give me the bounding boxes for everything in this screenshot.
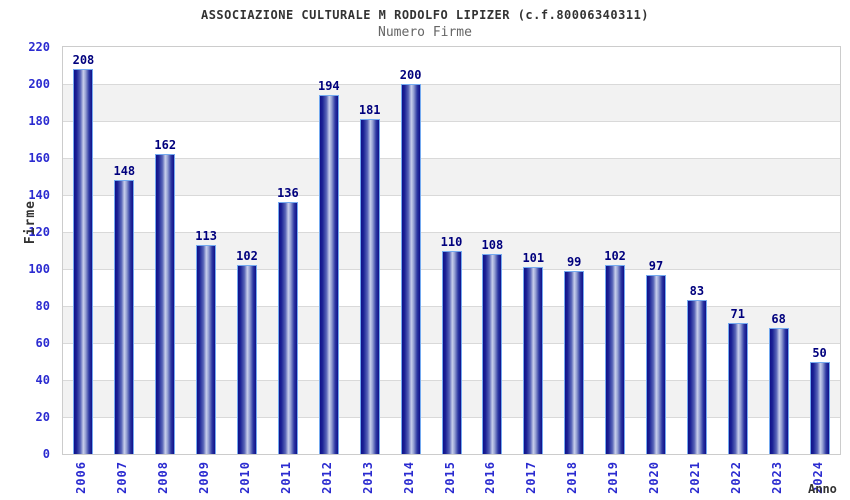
y-tick-label: 200 (28, 77, 50, 91)
bar-value-label: 110 (440, 234, 463, 249)
bar-value-label: 99 (566, 254, 582, 269)
bar-value-label: 194 (317, 79, 340, 94)
bar-2023 (768, 328, 789, 454)
y-tick-label: 180 (28, 114, 50, 128)
gridline (63, 158, 840, 159)
y-tick-label: 100 (28, 262, 50, 276)
x-tick-label: 2009 (197, 461, 212, 494)
chart-title: ASSOCIAZIONE CULTURALE M RODOLFO LIPIZER… (200, 8, 650, 22)
bar-2007 (114, 180, 135, 454)
gridline (63, 232, 840, 233)
y-tick-label: 60 (35, 336, 50, 350)
bar-value-label: 200 (399, 68, 422, 82)
x-tick-label: 2018 (565, 461, 580, 494)
x-tick-label: 2014 (401, 461, 416, 494)
bar-2009 (196, 244, 217, 454)
bar-value-label: 148 (113, 164, 136, 179)
chart-subtitle: Numero Firme (378, 25, 472, 40)
x-tick-label: 2011 (278, 461, 293, 494)
bar-value-label: 101 (522, 251, 545, 266)
bar-2017 (523, 267, 544, 454)
bar-2021 (686, 300, 707, 454)
bar-2012 (318, 95, 339, 454)
bar-value-label: 181 (358, 103, 381, 118)
bar-2014 (400, 84, 421, 454)
x-tick-label: 2007 (115, 461, 130, 494)
bar-value-label: 162 (154, 138, 177, 153)
bar-2015 (441, 250, 462, 454)
bar-value-label: 208 (72, 53, 95, 68)
y-tick-label: 160 (28, 151, 50, 165)
gridline (63, 195, 840, 196)
x-tick-label: 2012 (319, 461, 334, 494)
bar-value-label: 102 (604, 249, 626, 264)
bar-2024 (809, 361, 830, 454)
y-tick-label: 40 (35, 373, 50, 387)
bar-value-label: 50 (812, 345, 827, 360)
x-tick-label: 2015 (442, 461, 457, 494)
gridline (63, 84, 840, 85)
bar-2006 (73, 69, 94, 454)
bar-value-label: 136 (277, 186, 299, 201)
bar-2016 (482, 254, 503, 454)
gridline (63, 121, 840, 122)
x-tick-label: 2023 (769, 461, 784, 494)
bar-2019 (605, 265, 626, 454)
bar-2010 (237, 265, 258, 454)
x-tick-label: 2016 (483, 461, 498, 494)
bar-2008 (155, 154, 176, 454)
bar-2011 (277, 202, 298, 454)
bar-2020 (645, 274, 666, 454)
y-tick-label: 220 (28, 40, 50, 54)
bar-value-label: 83 (689, 284, 705, 299)
x-tick-label: 2006 (74, 461, 89, 494)
x-axis-title: Anno (808, 482, 837, 496)
bar-value-label: 108 (481, 238, 504, 253)
bar-value-label: 71 (730, 306, 745, 321)
bar-value-label: 68 (771, 312, 786, 327)
bar-2013 (359, 119, 380, 454)
y-tick-label: 140 (28, 188, 50, 202)
y-tick-label: 120 (28, 225, 50, 239)
y-tick-label: 0 (42, 447, 50, 461)
y-tick-label: 20 (35, 410, 50, 424)
x-tick-label: 2022 (728, 461, 743, 494)
x-tick-label: 2010 (238, 461, 253, 494)
x-tick-label: 2020 (646, 461, 661, 494)
bar-value-label: 102 (236, 249, 258, 264)
x-tick-label: 2008 (156, 461, 171, 494)
x-tick-label: 2021 (687, 461, 702, 494)
x-tick-label: 2019 (606, 461, 621, 494)
bar-2022 (727, 322, 748, 454)
bar-value-label: 97 (648, 258, 664, 273)
y-axis-title: Firme (23, 200, 38, 245)
plot-area: 208 148 162 113 102 136 194 181 200 110 108 101 99 10… (62, 46, 841, 455)
x-tick-label: 2017 (524, 461, 539, 494)
bar-value-label: 113 (195, 228, 217, 243)
y-tick-label: 80 (35, 299, 50, 313)
bar-2018 (564, 270, 585, 454)
x-tick-label: 2013 (360, 461, 375, 494)
